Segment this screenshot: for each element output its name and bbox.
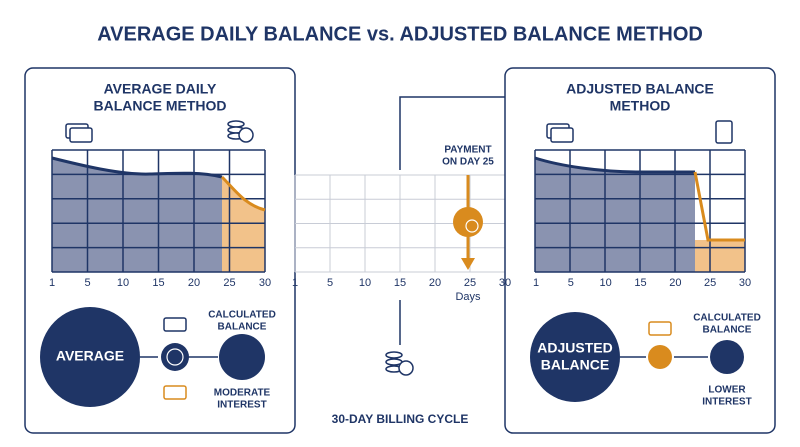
money-icon	[163, 385, 187, 400]
x-tick-label: 1	[533, 277, 539, 289]
x-tick-label: 10	[117, 277, 129, 289]
balance-area	[535, 158, 695, 272]
x-tick-label: 25	[704, 277, 716, 289]
circle-label: BALANCE	[541, 357, 609, 373]
dollar-icon	[166, 348, 184, 366]
payment-label: PAYMENT	[444, 145, 491, 156]
coins-icon	[227, 120, 254, 143]
result-label: INTEREST	[702, 397, 751, 408]
calculator-icon	[715, 120, 733, 144]
coin-icon	[465, 219, 479, 233]
x-tick-label: 15	[394, 277, 406, 289]
x-axis-label: Days	[455, 291, 481, 303]
x-tick-label: 10	[359, 277, 371, 289]
x-tick-label: 20	[429, 277, 441, 289]
dollar-circle	[161, 343, 189, 371]
circle-label: AVERAGE	[56, 348, 124, 364]
payment-line	[220, 175, 266, 212]
x-tick-label: 1	[292, 277, 298, 289]
x-tick-label: 20	[188, 277, 200, 289]
balance-line	[51, 156, 223, 179]
result-label: BALANCE	[703, 325, 752, 336]
adjusted-circle	[530, 312, 620, 402]
x-tick-label: 5	[84, 277, 90, 289]
x-tick-label: 20	[669, 277, 681, 289]
card-icon	[163, 317, 187, 332]
result-label: CALCULATED	[208, 310, 276, 321]
card-icon	[65, 123, 93, 143]
x-tick-label: 1	[49, 277, 55, 289]
x-tick-label: 5	[327, 277, 333, 289]
result-circle	[710, 340, 744, 374]
page-title: AVERAGE DAILY BALANCE vs. ADJUSTED BALAN…	[97, 23, 703, 45]
x-tick-label: 15	[634, 277, 646, 289]
x-tick-label: 5	[568, 277, 574, 289]
circle-label: ADJUSTED	[537, 340, 612, 356]
balance-area	[52, 158, 222, 272]
x-tick-label: 25	[464, 277, 476, 289]
left-title: AVERAGE DAILY	[104, 81, 217, 97]
footer: 30-DAY BILLING CYCLE	[332, 412, 469, 426]
x-tick-label: 15	[152, 277, 164, 289]
result-label: MODERATE	[214, 388, 271, 399]
card-icon	[546, 123, 574, 143]
right-title: METHOD	[610, 98, 671, 114]
arrow-head	[461, 258, 475, 270]
x-tick-label: 30	[259, 277, 271, 289]
dollar-circle	[648, 345, 672, 369]
average-circle	[40, 307, 140, 407]
payment-area	[695, 240, 745, 272]
x-tick-label: 30	[499, 277, 511, 289]
coins-icon	[385, 351, 414, 376]
grid	[534, 149, 746, 273]
result-circle	[219, 334, 265, 380]
right-title: ADJUSTED BALANCE	[566, 81, 714, 97]
result-label: INTEREST	[217, 400, 266, 411]
result-label: CALCULATED	[693, 313, 761, 324]
result-label: LOWER	[708, 385, 746, 396]
payment-label: ON DAY 25	[442, 157, 494, 168]
payment-line	[693, 171, 745, 242]
x-tick-label: 10	[600, 277, 612, 289]
left-title: BALANCE METHOD	[94, 98, 227, 114]
balance-line	[534, 156, 695, 174]
x-tick-label: 30	[739, 277, 751, 289]
money-icon	[648, 321, 672, 336]
result-label: BALANCE	[218, 322, 267, 333]
flow-arrow	[399, 96, 520, 170]
x-tick-label: 25	[223, 277, 235, 289]
